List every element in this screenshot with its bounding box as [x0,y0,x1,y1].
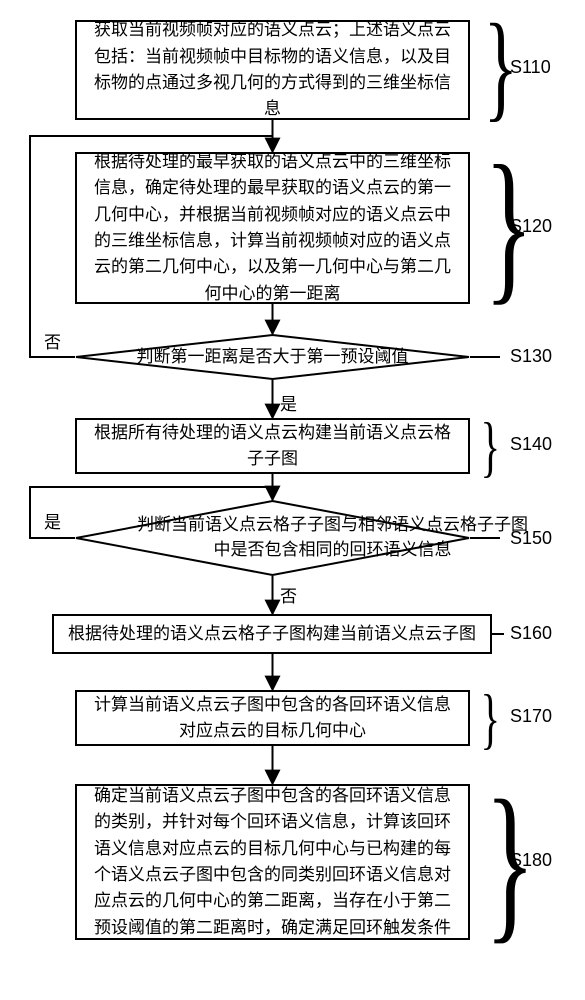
node-s160: 根据待处理的语义点云格子子图构建当前语义点云子图 [52,614,492,654]
edge-s150-no: 否 [280,582,297,607]
edge-s150-yes: 是 [44,508,61,533]
tag-s130: S130 [510,346,552,367]
tag-s110: S110 [510,57,551,78]
node-s180: 确定当前语义点云子图中包含的各回环语义信息的类别，并针对每个回环语义信息，计算该… [75,784,470,940]
node-s110-text: 获取当前视频帧对应的语义点云；上述语义点云包括：当前视频帧中目标物的语义信息，以… [87,17,458,122]
node-s150-text: 判断当前语义点云格子子图与相邻语义点云格子子图中是否包含相同的回环语义信息 [135,513,530,562]
node-s170-text: 计算当前语义点云子图中包含的各回环语义信息对应点云的目标几何中心 [87,692,458,745]
node-s130: 判断第一距离是否大于第一预设阈值 [75,334,470,380]
node-s160-text: 根据待处理的语义点云格子子图构建当前语义点云子图 [68,621,476,647]
edge-s130-no: 否 [44,328,61,353]
brace-s140: } [481,412,501,480]
node-s140: 根据所有待处理的语义点云构建当前语义点云格子子图 [75,418,470,474]
tag-s120: S120 [510,216,552,237]
node-s120-text: 根据待处理的最早获取的语义点云中的三维坐标信息，确定待处理的最早获取的语义点云的… [87,149,458,307]
tag-s170: S170 [510,706,552,727]
tag-s150: S150 [510,528,552,549]
brace-s170: } [481,684,501,752]
node-s140-text: 根据所有待处理的语义点云构建当前语义点云格子子图 [87,420,458,473]
tag-s140: S140 [510,434,552,455]
node-s130-text: 判断第一距离是否大于第一预设阈值 [137,345,409,370]
edge-s130-yes: 是 [280,390,297,415]
flowchart-canvas: 获取当前视频帧对应的语义点云；上述语义点云包括：当前视频帧中目标物的语义信息，以… [0,0,585,1000]
node-s150: 判断当前语义点云格子子图与相邻语义点云格子子图中是否包含相同的回环语义信息 [75,500,470,576]
node-s170: 计算当前语义点云子图中包含的各回环语义信息对应点云的目标几何中心 [75,690,470,746]
node-s120: 根据待处理的最早获取的语义点云中的三维坐标信息，确定待处理的最早获取的语义点云的… [75,152,470,304]
tag-s180: S180 [510,850,552,871]
tag-s160: S160 [510,623,552,644]
node-s180-text: 确定当前语义点云子图中包含的各回环语义信息的类别，并针对每个回环语义信息，计算该… [87,783,458,941]
node-s110: 获取当前视频帧对应的语义点云；上述语义点云包括：当前视频帧中目标物的语义信息，以… [75,20,470,120]
